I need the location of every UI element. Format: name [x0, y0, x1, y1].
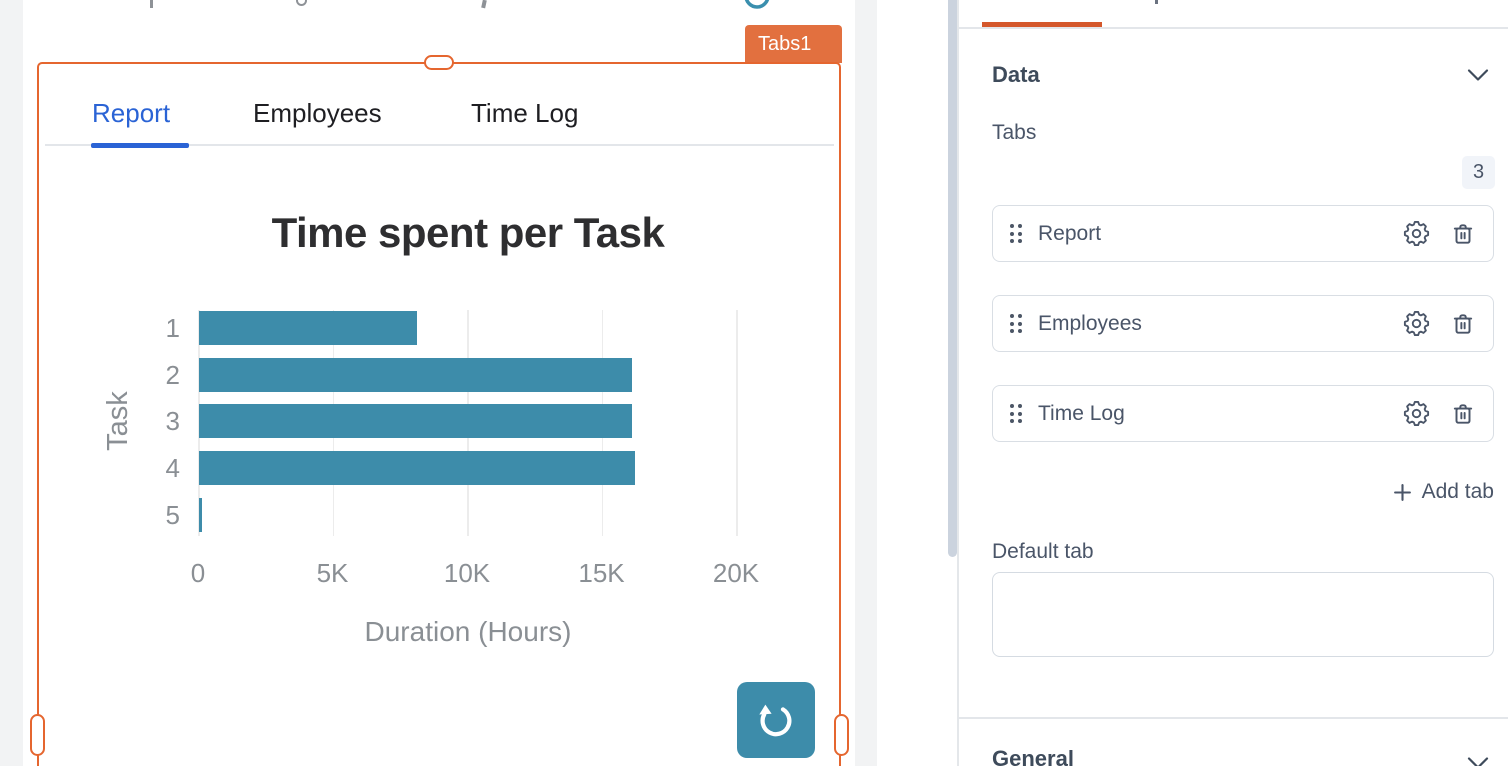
section-header-general[interactable]: General	[992, 746, 1074, 766]
code-line: {{appsmith.store?.default_tab?	[1005, 656, 1481, 657]
panel-left-border	[957, 0, 959, 766]
plus-icon	[1393, 483, 1412, 502]
cut-off-text-fragment	[1155, 0, 1158, 4]
tab-list-item[interactable]: Employees	[992, 295, 1494, 352]
section-header-data[interactable]: Data	[992, 62, 1040, 87]
drag-handle-icon[interactable]	[1010, 314, 1022, 333]
widget-tab-report[interactable]: Report	[92, 98, 171, 128]
resize-handle-right[interactable]	[833, 714, 849, 756]
cut-off-text-fragment	[481, 0, 487, 9]
tabs-widget[interactable]	[37, 62, 841, 766]
chart-x-axis-label: Duration (Hours)	[364, 616, 572, 647]
tab-list-item[interactable]: Report	[992, 205, 1494, 262]
default-tab-label: Default tab	[992, 540, 1094, 563]
gear-icon[interactable]	[1403, 220, 1430, 247]
gear-icon[interactable]	[1403, 310, 1430, 337]
chevron-down-icon[interactable]	[1466, 756, 1490, 766]
refresh-button[interactable]	[737, 682, 815, 758]
widget-tab-employees[interactable]: Employees	[253, 98, 382, 128]
add-tab-label: Add tab	[1421, 480, 1494, 503]
resize-handle-top[interactable]	[424, 55, 454, 70]
canvas-right-gutter	[855, 0, 877, 766]
add-tab-button[interactable]: Add tab	[1338, 478, 1494, 506]
panel-active-tab-indicator	[982, 22, 1102, 27]
chart-title: Time spent per Task	[271, 209, 665, 256]
trash-icon[interactable]	[1450, 221, 1476, 247]
trash-icon[interactable]	[1450, 311, 1476, 337]
panel-tabbar-divider	[958, 27, 1508, 29]
widget-tab-timelog[interactable]: Time Log	[471, 98, 579, 128]
default-tab-code-input[interactable]: {{appsmith.store?.default_tab? .slice(-1…	[992, 572, 1494, 657]
cut-off-text-fragment	[296, 0, 307, 6]
section-divider	[958, 717, 1508, 719]
chart-y-axis-label: Task	[102, 391, 134, 451]
tab-list-item[interactable]: Time Log	[992, 385, 1494, 442]
cut-off-text-fragment	[150, 0, 153, 8]
widget-name-badge[interactable]: Tabs1	[745, 25, 842, 63]
tab-item-label: Report	[1038, 221, 1102, 245]
tabs-field-label: Tabs	[992, 121, 1037, 144]
active-tab-indicator	[91, 143, 189, 148]
drag-handle-icon[interactable]	[1010, 224, 1022, 243]
tab-item-label: Time Log	[1038, 401, 1125, 425]
tabbar-divider	[45, 144, 834, 146]
chevron-down-icon[interactable]	[1466, 68, 1490, 82]
drag-handle-icon[interactable]	[1010, 404, 1022, 423]
panel-scrollbar[interactable]	[948, 0, 957, 557]
gear-icon[interactable]	[1403, 400, 1430, 427]
widget-name-label: Tabs1	[758, 32, 812, 55]
refresh-icon	[754, 698, 798, 742]
resize-handle-left[interactable]	[30, 714, 45, 756]
tabs-count-badge: 3	[1462, 156, 1495, 189]
trash-icon[interactable]	[1450, 401, 1476, 427]
cut-off-refresh-icon	[740, 0, 774, 13]
canvas-left-gutter	[0, 0, 23, 766]
tab-item-label: Employees	[1038, 311, 1142, 335]
